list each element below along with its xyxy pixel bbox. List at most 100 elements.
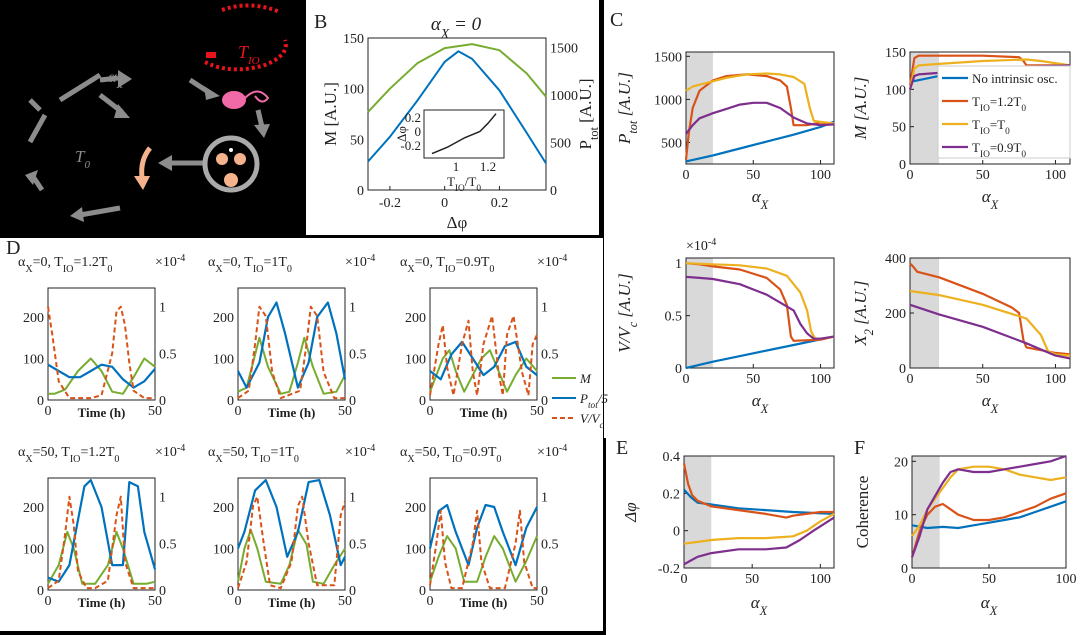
x-tick-label: 0: [441, 196, 448, 211]
subscript: IO: [980, 150, 990, 160]
text-part: No intrinsic osc.: [972, 71, 1058, 86]
y-axis-label-right: Ptot [A.U.]: [576, 78, 601, 149]
subscript: 0: [476, 184, 481, 194]
subscript: X: [215, 454, 223, 465]
subscript: 0: [1005, 127, 1010, 137]
subplot-title: αX=0, TIO=1.2T0: [18, 255, 112, 275]
y-tick-label-left: 0: [37, 584, 44, 599]
alpha-label: αX: [108, 69, 124, 91]
y-axis-label: M [A.U.]: [851, 77, 870, 141]
text-part: T: [447, 174, 455, 189]
series-line-M: [367, 43, 547, 113]
pink-cell-tail: [244, 90, 270, 103]
x-tick-label: 50: [530, 594, 544, 609]
x-axis-label: αX: [752, 391, 769, 416]
x-tick-label: 0: [907, 168, 914, 183]
legend-label: No intrinsic osc.: [972, 71, 1058, 86]
inset-ytick: 0.2: [405, 110, 421, 125]
y-tick-label-left: 100: [343, 83, 364, 98]
inset-xlabel: TIO/T0: [447, 174, 481, 194]
panel-letter: C: [610, 9, 623, 31]
tio-oscillator: [204, 39, 288, 72]
text-part: P: [579, 391, 588, 406]
inset-xtick: 1: [453, 159, 460, 174]
y-tick-label-right: 500: [550, 137, 571, 152]
axis-multiplier: ×10-4: [537, 253, 567, 271]
subscript: 0: [287, 264, 292, 275]
series-line: [909, 303, 1071, 360]
text-part: =50, T: [33, 445, 71, 460]
y-tick-label-right: 0: [159, 584, 166, 599]
t0-symbol: T: [75, 147, 86, 166]
y-tick-label-right: 0.5: [159, 347, 177, 362]
x-axis-label: Time (h): [460, 595, 508, 610]
y-axis-label: Δφ: [621, 502, 640, 522]
legend-label: TIO=T0: [972, 117, 1010, 137]
panel-letter: D: [6, 237, 20, 259]
subscript: X: [760, 402, 769, 416]
y-tick-label-right: 0: [349, 394, 356, 409]
text-part: ×10: [155, 255, 177, 270]
text-part: M: [579, 371, 592, 386]
y-tick-label-left: 50: [350, 133, 364, 148]
series-V: [237, 305, 345, 400]
panel-ef: E 0 50 100 -0.2 0 0.2 0.4 αX Δφ F 0 50 100 0 10 20 αX Cohe…: [606, 437, 1080, 635]
y-tick-label-left: 150: [343, 32, 364, 47]
x-axis-label: Time (h): [78, 595, 126, 610]
axes-frame: [429, 477, 538, 591]
text-part: α: [18, 445, 26, 460]
nucleus: [224, 173, 238, 187]
superscript: -4: [559, 443, 567, 454]
panel-d: D 0 100 200 0 0.5 1 0 50 Time (h) αX=0, TIO=1.2T0 ×…: [0, 237, 608, 631]
axes-frame: [429, 287, 538, 401]
text-part: α: [982, 391, 992, 410]
shaded-region: [686, 52, 713, 164]
text-part: =0.9T: [462, 445, 496, 460]
text-part: α: [752, 391, 762, 410]
series-line: [685, 335, 835, 370]
y-axis-label: Coherence: [853, 476, 872, 549]
x-tick-label: 50: [148, 594, 162, 609]
axes-frame: [237, 287, 346, 401]
y-tick-label-left: 0: [227, 394, 234, 409]
y-tick-label: 150: [885, 46, 906, 61]
tio-label: TIO: [238, 42, 260, 67]
y-tick-label: 0: [675, 362, 682, 377]
x-axis-label: αX: [981, 593, 998, 618]
subscript: IO: [260, 454, 271, 465]
arc-arrow: [58, 72, 102, 103]
series-V: [47, 305, 155, 400]
inset-line: [431, 113, 497, 155]
x-tick-label: 50: [982, 572, 996, 587]
text-part: =0, T: [415, 255, 446, 270]
text-part: =0.9T: [455, 255, 489, 270]
subscript: X: [25, 454, 33, 465]
subscript: IO: [253, 264, 264, 275]
legend-label: TIO=0.9T0: [972, 140, 1026, 160]
series-line: [910, 492, 1067, 558]
series-line: [683, 516, 835, 566]
subscript: 0: [496, 454, 501, 465]
series-Ptot: [47, 479, 157, 583]
y-tick-label: 10: [894, 509, 908, 524]
y-tick-label: 0: [899, 158, 906, 173]
text-part: ×10: [537, 255, 559, 270]
series-line-P_tot: [367, 50, 547, 164]
subscript: tot: [588, 401, 598, 411]
subscript: tot: [587, 127, 601, 141]
y-tick-label: 0.2: [663, 487, 681, 502]
subscript: 0: [107, 264, 112, 275]
axis-multiplier: ×10-4: [537, 443, 567, 461]
text-part: M [A.U.]: [321, 82, 340, 146]
x-tick-label: 0: [909, 572, 916, 587]
x-tick-label: -0.2: [379, 196, 401, 211]
series-Ptot: [428, 503, 538, 567]
x-tick-label: 100: [1045, 372, 1066, 387]
nucleus: [229, 148, 233, 152]
subscript: X: [407, 454, 415, 465]
axis-multiplier: ×10-4: [686, 237, 716, 255]
y-tick-label: 0.4: [663, 450, 681, 465]
x-axis-label: αX: [982, 391, 999, 416]
subscript: X: [215, 264, 223, 275]
